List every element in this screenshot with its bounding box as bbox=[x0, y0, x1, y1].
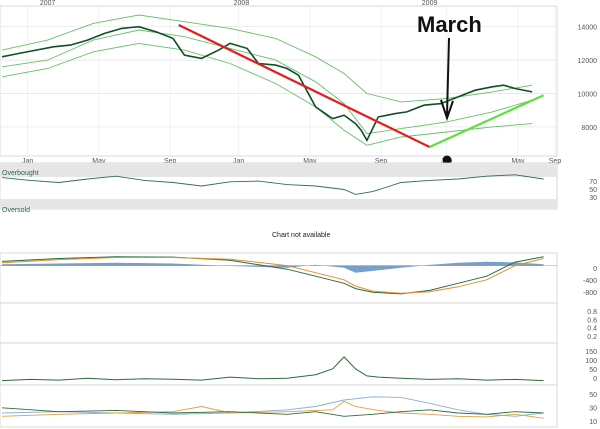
main-y-tick: 10000 bbox=[578, 92, 598, 99]
overbought-band bbox=[0, 163, 557, 177]
dmi-y-tick: 10 bbox=[589, 419, 597, 426]
dmi-y-tick: 30 bbox=[589, 406, 597, 413]
month-label: Jan bbox=[22, 158, 33, 165]
year-label: 2009 bbox=[422, 0, 438, 7]
volatility-y-tick: 150 bbox=[585, 349, 597, 356]
dmi-panel bbox=[0, 384, 558, 428]
main-gridlines bbox=[0, 6, 557, 156]
overbought-label: Overbought bbox=[2, 170, 39, 177]
march-annotation: March bbox=[417, 12, 482, 37]
oscillator-series bbox=[1, 174, 544, 195]
empty-y-tick: 0.2 bbox=[587, 334, 597, 341]
empty-y-ticks: 0.80.6 0.40.2 bbox=[587, 309, 597, 341]
empty-y-tick: 0.8 bbox=[587, 309, 597, 316]
main-y-tick: 12000 bbox=[578, 58, 598, 65]
macd-y-tick: -800 bbox=[583, 290, 597, 297]
oscillator-line-0 bbox=[1, 174, 544, 195]
month-label: May bbox=[511, 158, 525, 165]
dmi-line-2 bbox=[1, 407, 544, 417]
dmi-line-0 bbox=[1, 396, 544, 417]
march-marker bbox=[442, 155, 452, 165]
month-label: Sep bbox=[549, 158, 562, 165]
year-label: 2007 bbox=[40, 0, 56, 7]
volatility-y-tick: 0 bbox=[593, 376, 597, 383]
empty-panel bbox=[0, 302, 558, 344]
macd-y-tick: 0 bbox=[593, 266, 597, 273]
volatility-line-0 bbox=[1, 356, 544, 382]
empty-y-tick: 0.6 bbox=[587, 317, 597, 324]
march-arrow bbox=[440, 37, 454, 122]
trendline-1 bbox=[429, 94, 545, 149]
macd-series bbox=[0, 256, 557, 295]
trendlines bbox=[178, 24, 545, 149]
main-y-tick: 8000 bbox=[581, 125, 597, 132]
macd-y-tick: -400 bbox=[583, 278, 597, 285]
main-series bbox=[1, 14, 533, 146]
month-label: Sep bbox=[164, 158, 177, 165]
volatility-y-tick: 50 bbox=[589, 367, 597, 374]
dmi-series bbox=[1, 396, 544, 419]
month-label: May bbox=[303, 158, 317, 165]
oversold-label: Oversold bbox=[2, 207, 30, 214]
chart-not-available: Chart not available bbox=[272, 232, 330, 239]
macd-line-2 bbox=[1, 257, 544, 294]
month-label: Jan bbox=[233, 158, 244, 165]
main-series-line-1 bbox=[1, 14, 533, 103]
main-series-line-0 bbox=[1, 25, 533, 143]
macd-panel bbox=[0, 252, 558, 304]
year-labels: 2007 2008 2009 bbox=[40, 0, 438, 7]
macd-line-1 bbox=[1, 256, 544, 295]
oscillator-y-tick: 50 bbox=[589, 187, 597, 194]
oscillator-y-tick: 30 bbox=[589, 195, 597, 202]
month-label: May bbox=[92, 158, 106, 165]
volatility-series bbox=[1, 356, 544, 382]
oscillator-y-tick: 70 bbox=[589, 179, 597, 186]
main-y-ticks: 14000 12000 10000 8000 bbox=[578, 25, 598, 132]
trendline-0 bbox=[178, 24, 431, 148]
main-y-tick: 14000 bbox=[578, 25, 598, 32]
dmi-y-tick: 50 bbox=[589, 392, 597, 399]
empty-y-tick: 0.4 bbox=[587, 326, 597, 333]
month-label: Sep bbox=[375, 158, 388, 165]
main-series-line-3 bbox=[1, 42, 533, 146]
oversold-band bbox=[0, 199, 557, 209]
volatility-y-tick: 100 bbox=[585, 358, 597, 365]
macd-y-ticks: 0 -400 -800 bbox=[583, 266, 597, 297]
main-series-line-2 bbox=[1, 29, 533, 135]
volatility-y-ticks: 150 100 50 0 bbox=[585, 349, 597, 383]
dmi-y-ticks: 50 30 10 bbox=[589, 392, 597, 426]
year-label: 2008 bbox=[234, 0, 250, 7]
